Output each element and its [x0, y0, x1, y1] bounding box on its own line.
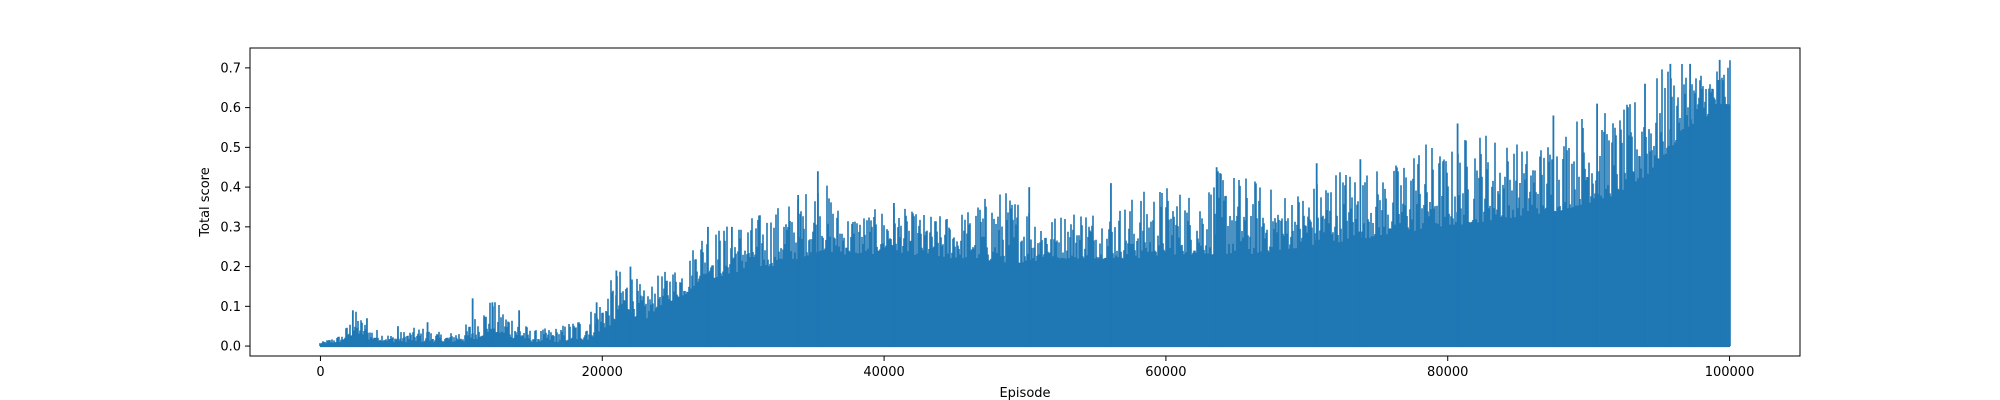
y-axis: 0.0 0.1 0.2 0.3 0.4 0.5 0.6 0.7 — [220, 61, 250, 355]
y-tick-label: 0.4 — [220, 181, 241, 196]
x-axis: 0 20000 40000 60000 80000 100000 — [316, 356, 1754, 380]
series-line-0 — [319, 60, 1731, 347]
y-tick-label: 0.7 — [220, 61, 241, 76]
x-axis-label: Episode — [999, 386, 1050, 400]
x-tick-label: 80000 — [1427, 365, 1468, 380]
y-tick-label: 0.2 — [220, 260, 241, 275]
x-tick-label: 0 — [316, 365, 324, 380]
y-tick-label: 0.3 — [220, 220, 241, 235]
x-tick-label: 20000 — [582, 365, 623, 380]
x-tick-label: 60000 — [1145, 365, 1186, 380]
x-tick-label: 40000 — [863, 365, 904, 380]
y-tick-label: 0.6 — [220, 101, 241, 116]
plot-frame — [249, 47, 1801, 357]
series-layer — [319, 59, 1731, 348]
x-tick-label: 100000 — [1705, 365, 1755, 380]
y-tick-label: 0.1 — [220, 300, 241, 315]
y-axis-label: Total score — [198, 167, 213, 237]
y-tick-label: 0.0 — [220, 340, 241, 355]
y-tick-label: 0.5 — [220, 141, 241, 156]
